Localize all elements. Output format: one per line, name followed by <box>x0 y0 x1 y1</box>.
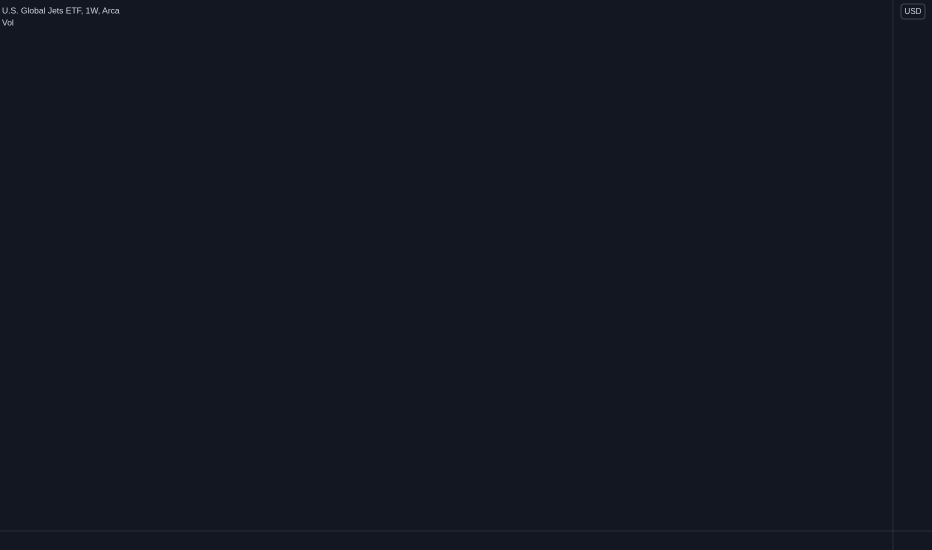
volume-title: Vol <box>2 17 14 27</box>
currency[interactable]: USD <box>905 7 922 16</box>
chart-title: U.S. Global Jets ETF, 1W, Arca <box>2 5 120 15</box>
currency-box[interactable] <box>900 3 926 20</box>
